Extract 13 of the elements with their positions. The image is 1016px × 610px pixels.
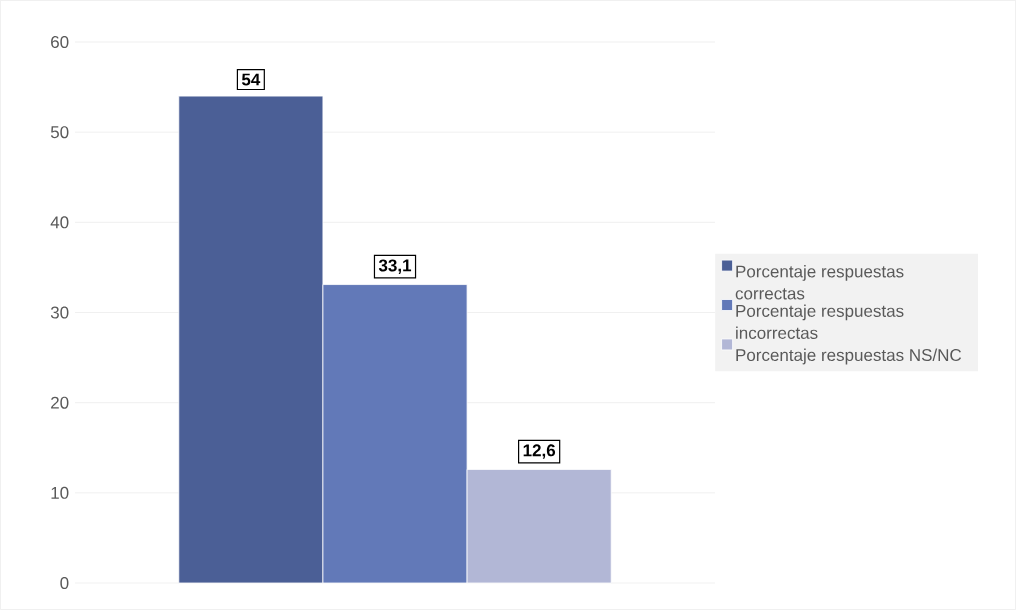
y-tick-label: 20 xyxy=(51,396,69,409)
legend-label: Porcentaje respuestas incorrectas xyxy=(736,304,904,339)
data-label: 54 xyxy=(241,73,261,86)
y-tick-label: 50 xyxy=(50,126,69,139)
legend-label: Porcentaje respuestas NS/NC xyxy=(736,348,962,365)
data-label: 33,1 xyxy=(378,259,412,274)
y-tick-label: 10 xyxy=(51,486,69,499)
y-tick-label: 0 xyxy=(60,576,69,590)
data-label: 12,6 xyxy=(523,444,556,459)
legend-label: Porcentaje respuestas correctas xyxy=(735,265,904,300)
y-tick-label: 40 xyxy=(50,216,69,229)
y-tick-label: 30 xyxy=(50,306,69,319)
y-tick-label: 60 xyxy=(51,35,69,49)
